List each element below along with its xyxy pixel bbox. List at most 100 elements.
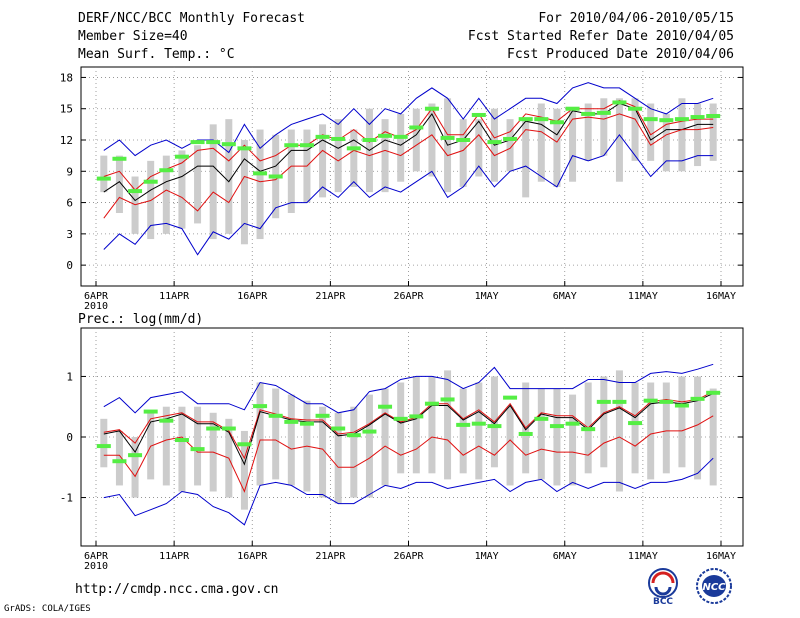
prec-range-bar (365, 394, 373, 498)
temp-observation-marker (190, 140, 205, 145)
temp-range-bar (615, 98, 623, 182)
prec-xtick-sublabel: 2010 (84, 561, 108, 572)
temp-observation-marker (284, 143, 299, 148)
prec-range-bar (631, 382, 639, 474)
prec-xtick-label: 11MAY (628, 551, 658, 562)
ncc-logo: NCC (696, 568, 732, 604)
prec-xtick-label: 11APR (159, 551, 190, 562)
temp-range-bar (475, 119, 483, 177)
temp-ytick-label: 0 (66, 259, 73, 272)
prec-observation-marker (221, 426, 236, 431)
prec-observation-marker (409, 414, 424, 419)
prec-mean-plus-spread-line (103, 391, 714, 460)
temp-ytick-label: 18 (60, 71, 73, 84)
temp-observation-marker (159, 168, 174, 173)
prec-range-bar (381, 388, 389, 486)
prec-xtick-label: 6APR (84, 551, 109, 562)
prec-observation-marker (268, 413, 283, 418)
temp-observation-marker (581, 111, 596, 116)
prec-observation-marker (534, 416, 549, 421)
temp-observation-marker (534, 117, 549, 122)
temp-range-bar (537, 103, 545, 182)
temp-observation-marker (362, 138, 377, 142)
bcc-logo: BCC (648, 568, 678, 606)
prec-range-bar (569, 394, 577, 486)
temp-xtick-label: 16MAY (706, 291, 736, 302)
temp-xtick-sublabel: 2010 (84, 301, 108, 312)
temp-ytick-label: 3 (66, 228, 73, 241)
prec-observation-marker (581, 427, 596, 432)
prec-xtick-label: 16APR (237, 551, 268, 562)
prec-observation-marker (284, 419, 299, 424)
temp-range-bar (225, 119, 233, 234)
prec-observation-marker (378, 404, 393, 409)
prec-observation-marker (612, 399, 627, 404)
prec-range-bar (694, 376, 702, 480)
temp-observation-marker (96, 176, 111, 181)
prec-observation-marker (190, 447, 205, 452)
temp-range-bar (522, 119, 530, 198)
temp-observation-marker (503, 136, 518, 141)
prec-observation-marker (659, 399, 674, 404)
prec-observation-marker (253, 404, 268, 409)
prec-range-bar (272, 388, 280, 480)
temp-range-bar (694, 103, 702, 167)
prec-range-bar (444, 370, 452, 480)
source-url[interactable]: http://cmdp.ncc.cma.gov.cn (75, 582, 279, 597)
forecast-produced-date: Fcst Produced Date 2010/04/06 (507, 47, 734, 62)
prec-ensemble-min-line (103, 457, 714, 526)
prec-range-bar (100, 418, 108, 468)
temp-range-bar (100, 155, 108, 193)
forecast-start-date: Fcst Started Refer Date 2010/04/05 (467, 29, 734, 44)
temp-range-bar (569, 108, 577, 182)
temp-ensemble-max-line (103, 82, 714, 157)
temp-observation-marker (628, 106, 643, 111)
prec-observation-marker (456, 422, 471, 427)
temp-observation-marker (143, 179, 158, 184)
temp-range-bar (350, 129, 358, 187)
prec-range-bar (178, 406, 186, 492)
prec-ytick-label: -1 (60, 492, 73, 505)
prec-observation-marker (159, 418, 174, 423)
prec-xtick-label: 16MAY (706, 551, 736, 562)
temp-range-bar (115, 155, 123, 213)
prec-range-bar (506, 406, 514, 486)
prec-range-bar (115, 430, 123, 486)
grads-credit: GrADS: COLA/IGES (4, 604, 91, 614)
prec-observation-marker (128, 453, 143, 458)
temp-range-bar (662, 113, 670, 172)
prec-range-bar (537, 388, 545, 480)
prec-range-bar (350, 406, 358, 498)
prec-observation-marker (143, 409, 158, 414)
prec-observation-marker (315, 413, 330, 418)
temp-observation-marker (128, 189, 143, 194)
temp-mean-plus-spread-line (103, 99, 714, 191)
temp-observation-marker (206, 140, 221, 145)
prec-observation-marker (299, 421, 314, 426)
temp-ytick-label: 9 (66, 165, 73, 178)
prec-observation-marker (628, 421, 643, 426)
temp-observation-marker (409, 125, 424, 130)
prec-range-bar (662, 382, 670, 474)
temp-frame (80, 66, 744, 287)
prec-observation-marker (487, 424, 502, 429)
temp-observation-marker (440, 135, 455, 140)
prec-ytick-label: 1 (66, 370, 73, 383)
temp-range-bar (178, 150, 186, 229)
temp-range-bar (209, 124, 217, 240)
temp-observation-marker (299, 143, 314, 148)
prec-observation-marker (706, 390, 721, 395)
prec-observation-marker (596, 399, 611, 404)
prec-xtick-label: 26APR (393, 551, 424, 562)
prec-range-bar (647, 382, 655, 480)
temp-range-bar (506, 119, 514, 172)
temp-range-bar (412, 108, 420, 172)
temp-observation-marker (268, 174, 283, 179)
member-size-label: Member Size=40 (78, 29, 188, 44)
prec-xtick-label: 6MAY (553, 551, 577, 562)
temp-xtick-label: 6APR (84, 291, 109, 302)
temp-range-bar (631, 98, 639, 161)
prec-observation-marker (690, 396, 705, 401)
